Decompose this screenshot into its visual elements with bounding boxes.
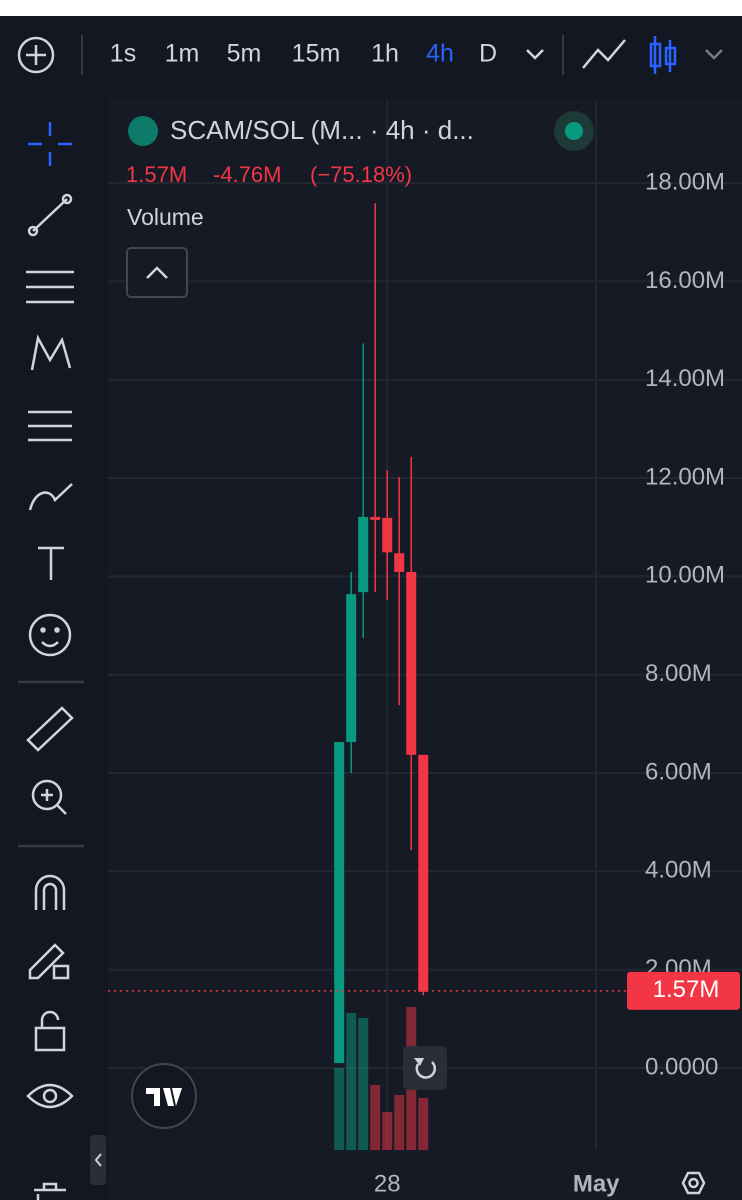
timeframe[interactable]: 4h	[426, 40, 454, 68]
symbol: SCAM/SOL (M... · 4h · d...	[170, 115, 474, 145]
y-tick-label: 0.0000	[645, 1053, 718, 1080]
y-tick-label: 16.00M	[645, 267, 725, 294]
visibility-tool[interactable]	[26, 1083, 74, 1109]
tv-watermark	[131, 1063, 197, 1129]
y-tick-label: 8.00M	[645, 660, 712, 687]
lock-drawing-tool[interactable]	[28, 943, 70, 980]
chart-panel	[108, 98, 742, 1200]
candle-body	[358, 516, 369, 593]
last-price: 1.57M	[126, 162, 187, 187]
collapse-legend[interactable]	[126, 247, 188, 298]
timeframe[interactable]: D	[479, 40, 497, 68]
delete-tool[interactable]	[34, 1182, 66, 1200]
x-tick-label: May	[573, 1170, 620, 1197]
last-price-box	[627, 971, 740, 1010]
legend: SCAM/SOL (M... · 4h · d... 1.57M -4.76M …	[126, 111, 594, 298]
last-price-label: 1.57M	[653, 976, 720, 1003]
plot: 0.00002.00M4.00M6.00M8.00M10.00M12.00M14…	[108, 100, 742, 1197]
left-toolbar	[0, 98, 100, 1200]
icon-tool[interactable]	[28, 613, 72, 657]
more-chart-types[interactable]	[705, 49, 723, 60]
timeframe[interactable]: 1h	[371, 40, 399, 68]
change: -4.76M	[213, 162, 281, 187]
fib-tool[interactable]	[26, 270, 74, 304]
timeframe[interactable]: 1m	[165, 40, 200, 68]
volume-bar	[358, 1018, 369, 1150]
volume-bar	[370, 1085, 381, 1150]
candle-body	[394, 553, 405, 572]
status-dot	[565, 122, 583, 140]
status-strip	[0, 0, 742, 16]
y-tick-label: 14.00M	[645, 365, 725, 392]
candle-body	[418, 754, 429, 992]
symbol-logo	[128, 116, 158, 146]
x-tick-label: 28	[374, 1170, 401, 1197]
ruler-tool[interactable]	[26, 706, 74, 752]
y-tick-label: 10.00M	[645, 562, 725, 589]
timeframe[interactable]: 15m	[292, 40, 341, 68]
volume-bar	[418, 1098, 429, 1150]
brush-tool[interactable]	[28, 483, 73, 511]
timeframe[interactable]: 5m	[227, 40, 262, 68]
y-tick-label: 12.00M	[645, 463, 725, 490]
crosshair-tool[interactable]	[28, 122, 72, 166]
more-timeframes[interactable]	[526, 49, 544, 60]
timeframe[interactable]: 1s	[110, 40, 136, 68]
trend-line-tool[interactable]	[27, 193, 73, 237]
chart-type-candles[interactable]	[649, 36, 677, 74]
forecast-tool[interactable]	[28, 410, 72, 442]
top-bar	[0, 16, 742, 92]
volume-bar	[382, 1112, 393, 1150]
panel-toggle[interactable]	[90, 1135, 106, 1185]
y-tick-label: 18.00M	[645, 168, 725, 195]
candle-body	[334, 742, 345, 1064]
zoom-tool[interactable]	[31, 779, 67, 815]
text-tool[interactable]	[38, 546, 64, 580]
volume-bar	[334, 1068, 345, 1150]
lock-tool[interactable]	[34, 1010, 66, 1052]
y-tick-label: 4.00M	[645, 857, 712, 884]
volume-bar	[394, 1095, 405, 1150]
settings[interactable]	[681, 1171, 706, 1195]
drawing-tools	[18, 122, 84, 1200]
indicator-name: Volume	[127, 204, 204, 230]
y-tick-label: 6.00M	[645, 758, 712, 785]
pattern-tool[interactable]	[30, 334, 72, 371]
candle-body	[346, 594, 357, 743]
volume-bar	[346, 1013, 357, 1150]
candle-body	[382, 517, 393, 553]
candle-body	[406, 571, 417, 755]
add-button[interactable]	[17, 36, 55, 74]
reset-button[interactable]	[403, 1046, 447, 1090]
chart-type-line[interactable]	[582, 39, 626, 69]
magnet-tool[interactable]	[34, 874, 66, 910]
change-percent: (−75.18%)	[310, 162, 412, 187]
timeframes: 1s 1m 5m 15m 1h 4h D	[110, 40, 497, 68]
candle-body	[370, 516, 381, 520]
